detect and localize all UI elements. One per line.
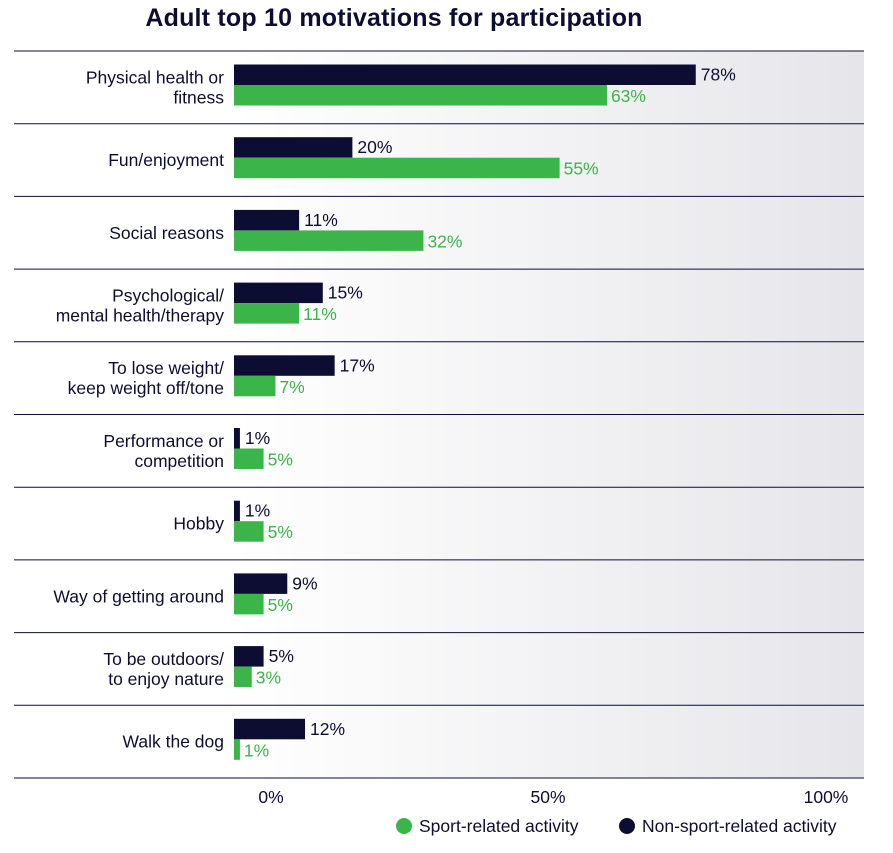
category-label: to enjoy nature <box>108 669 224 689</box>
bar-non-sport <box>234 64 696 85</box>
category-label: To lose weight/ <box>108 358 224 378</box>
x-tick-label: 50% <box>530 787 565 807</box>
bar-sport <box>234 666 252 688</box>
category-label: To be outdoors/ <box>103 649 224 669</box>
value-label-sport: 11% <box>303 304 337 324</box>
bar-non-sport <box>234 209 300 231</box>
bar-sport <box>234 593 264 615</box>
bar-sport <box>234 85 607 106</box>
category-label: keep weight off/tone <box>68 378 224 398</box>
bar-sport <box>234 303 300 324</box>
value-label-non-sport: 78% <box>701 65 736 85</box>
bar-sport <box>234 739 240 760</box>
value-label-non-sport: 5% <box>269 646 294 666</box>
value-label-sport: 1% <box>244 740 269 760</box>
value-label-non-sport: 20% <box>357 137 392 157</box>
x-tick-label: 0% <box>258 787 283 807</box>
value-label-non-sport: 1% <box>245 428 270 448</box>
value-label-sport: 63% <box>611 86 646 106</box>
category-label: Performance or <box>103 431 224 451</box>
value-label-sport: 55% <box>564 159 599 179</box>
category-label: Fun/enjoyment <box>108 150 224 170</box>
chart-title: Adult top 10 motivations for participati… <box>145 4 643 32</box>
bar-sport <box>234 375 276 397</box>
category-label: Psychological/ <box>112 285 224 305</box>
bar-sport <box>234 157 560 179</box>
value-label-non-sport: 17% <box>340 355 375 375</box>
bar-non-sport <box>234 428 240 449</box>
bar-non-sport <box>234 573 288 594</box>
legend-label: Non-sport-related activity <box>642 816 837 836</box>
category-label: competition <box>135 451 225 471</box>
value-label-sport: 5% <box>268 595 293 615</box>
value-label-non-sport: 11% <box>304 210 338 230</box>
value-label-non-sport: 1% <box>245 501 270 521</box>
bar-sport <box>234 230 424 251</box>
value-label-sport: 7% <box>279 377 304 397</box>
legend-label: Sport-related activity <box>419 816 579 836</box>
value-label-sport: 32% <box>427 231 462 251</box>
value-label-sport: 5% <box>268 522 293 542</box>
bar-sport <box>234 448 264 469</box>
bar-non-sport <box>234 355 335 376</box>
bar-non-sport <box>234 718 306 740</box>
bar-sport <box>234 521 264 542</box>
category-label: Physical health or <box>86 67 224 87</box>
category-label: mental health/therapy <box>56 305 225 325</box>
value-label-sport: 5% <box>268 450 293 470</box>
value-label-non-sport: 15% <box>328 283 363 303</box>
legend-marker <box>396 818 412 834</box>
value-label-non-sport: 12% <box>310 719 345 739</box>
category-label: Way of getting around <box>53 586 224 606</box>
category-label: Walk the dog <box>123 732 225 752</box>
legend-marker <box>619 818 635 834</box>
category-label: Hobby <box>173 514 224 534</box>
bar-non-sport <box>234 137 353 158</box>
bar-non-sport <box>234 500 240 522</box>
value-label-sport: 3% <box>256 668 281 688</box>
category-label: Social reasons <box>109 223 224 243</box>
x-tick-label: 100% <box>804 787 849 807</box>
bar-non-sport <box>234 282 323 304</box>
category-label: fitness <box>173 87 224 107</box>
bar-non-sport <box>234 646 264 667</box>
value-label-non-sport: 9% <box>292 573 317 593</box>
